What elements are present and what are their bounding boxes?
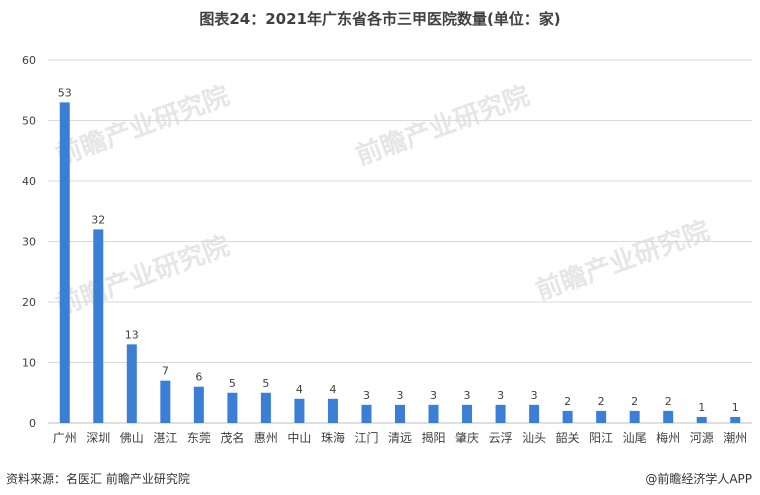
- y-tick-label: 40: [22, 175, 36, 188]
- brand-credit: @前瞻经济学人APP: [645, 472, 752, 486]
- data-label: 5: [229, 377, 236, 390]
- x-tick-label: 汕头: [522, 431, 546, 445]
- bar-广州: [59, 102, 70, 423]
- x-tick-label: 佛山: [120, 431, 144, 445]
- data-label: 6: [195, 371, 202, 384]
- bar-珠海: [327, 398, 338, 423]
- data-label: 4: [296, 383, 303, 396]
- watermark-logo: 前瞻产业研究院: [532, 215, 714, 306]
- data-label: 2: [665, 395, 672, 408]
- watermark-logo: 前瞻产业研究院: [352, 80, 534, 171]
- data-label: 2: [564, 395, 571, 408]
- data-label: 3: [363, 389, 370, 402]
- chart-title: 图表24：2021年广东省各市三甲医院数量(单位：家): [199, 10, 561, 28]
- bar-韶关: [562, 410, 573, 423]
- bar-佛山: [126, 344, 137, 423]
- bar-江门: [361, 404, 372, 423]
- watermark-logo: 前瞻产业研究院: [52, 230, 234, 321]
- data-label: 3: [397, 389, 404, 402]
- data-label: 3: [531, 389, 538, 402]
- x-tick-label: 阳江: [589, 431, 613, 445]
- bar-阳江: [596, 410, 607, 423]
- bar-东莞: [193, 386, 204, 423]
- bar-惠州: [260, 392, 271, 423]
- x-tick-label: 中山: [287, 430, 311, 445]
- bar-深圳: [93, 229, 104, 423]
- bar-中山: [294, 398, 305, 423]
- x-tick-label: 汕尾: [623, 431, 647, 445]
- bar-河源: [696, 416, 707, 423]
- data-label: 53: [58, 86, 72, 99]
- data-label: 3: [497, 389, 504, 402]
- x-tick-label: 东莞: [187, 431, 211, 445]
- x-tick-label: 茂名: [220, 430, 244, 445]
- bar-揭阳: [428, 404, 439, 423]
- x-tick-label: 湛江: [153, 431, 177, 445]
- x-axis: 广州 深圳 佛山 湛江 东莞 茂名 惠州 中山 珠海 江门 清远 揭阳 肇庆 云浮 汕头 韶关 阳江 汕尾 梅州 河源…: [53, 430, 747, 445]
- data-label: 1: [732, 401, 739, 414]
- x-tick-label: 河源: [690, 431, 714, 445]
- bar-肇庆: [462, 404, 473, 423]
- data-label: 2: [598, 395, 605, 408]
- x-tick-label: 江门: [354, 430, 378, 445]
- data-label: 4: [329, 383, 336, 396]
- x-tick-label: 清远: [388, 431, 412, 445]
- bar-云浮: [495, 404, 506, 423]
- x-tick-label: 深圳: [86, 431, 110, 445]
- x-tick-label: 肇庆: [455, 430, 479, 445]
- data-label: 32: [91, 213, 105, 226]
- x-tick-label: 珠海: [321, 430, 345, 445]
- x-tick-label: 梅州: [656, 430, 680, 445]
- data-label: 3: [464, 389, 471, 402]
- x-tick-label: 云浮: [489, 431, 513, 445]
- source-note: 资料来源：名医汇 前瞻产业研究院: [6, 472, 190, 486]
- bar-汕头: [529, 404, 540, 423]
- x-tick-label: 广州: [53, 431, 77, 445]
- data-label: 1: [698, 401, 705, 414]
- data-label: 13: [125, 328, 139, 341]
- data-label: 7: [162, 365, 169, 378]
- x-tick-label: 惠州: [254, 431, 278, 445]
- bar-汕尾: [629, 410, 640, 423]
- bar-茂名: [227, 392, 238, 423]
- y-tick-label: 30: [22, 236, 36, 249]
- y-tick-label: 50: [22, 115, 36, 128]
- data-label: 3: [430, 389, 437, 402]
- x-tick-label: 韶关: [556, 430, 580, 445]
- y-tick-label: 60: [22, 54, 36, 67]
- bar-潮州: [730, 416, 741, 423]
- y-tick-label: 0: [29, 417, 36, 430]
- data-label: 5: [262, 377, 269, 390]
- x-tick-label: 潮州: [723, 430, 747, 445]
- x-tick-label: 揭阳: [422, 430, 446, 445]
- bar-梅州: [663, 410, 674, 423]
- y-tick-label: 10: [22, 357, 36, 370]
- data-label: 2: [631, 395, 638, 408]
- y-axis: 0 10 20 30 40 50 60: [22, 54, 36, 430]
- bar-清远: [395, 404, 405, 423]
- bar-湛江: [160, 380, 171, 423]
- watermark-logo: 前瞻产业研究院: [52, 80, 234, 171]
- y-tick-label: 20: [22, 296, 36, 309]
